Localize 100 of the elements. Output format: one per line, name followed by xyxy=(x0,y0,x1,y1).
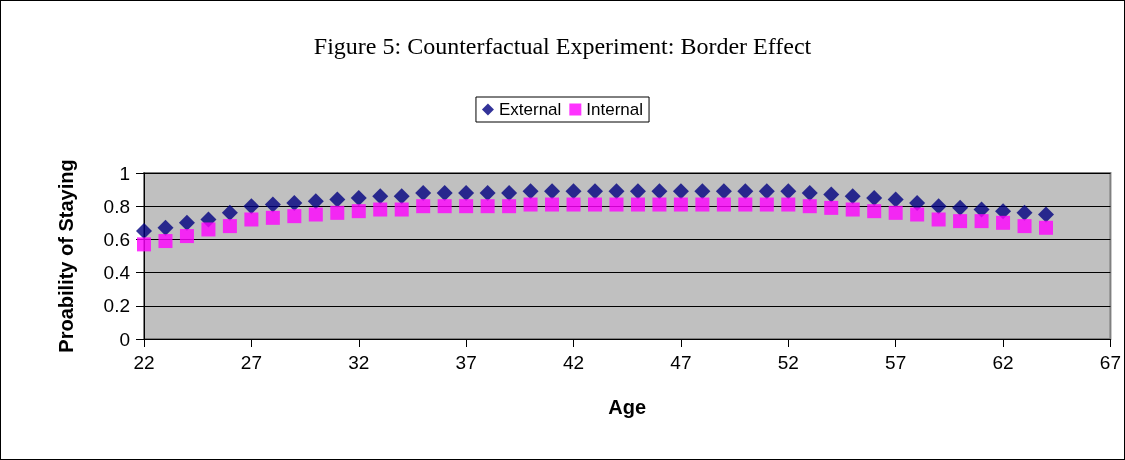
point xyxy=(715,183,732,200)
point xyxy=(565,183,582,200)
point xyxy=(716,197,731,212)
point xyxy=(866,189,883,206)
y-tick-label: 0 xyxy=(119,328,130,350)
point xyxy=(393,188,410,205)
point xyxy=(351,204,366,219)
point xyxy=(737,183,754,200)
legend-label: External xyxy=(498,100,562,119)
point xyxy=(738,197,753,212)
chart-title: Figure 5: Counterfactual Experiment: Border Effect xyxy=(313,33,812,59)
point xyxy=(996,215,1011,230)
y-tick-label: 1 xyxy=(119,162,130,184)
point xyxy=(544,183,561,200)
point xyxy=(587,183,603,200)
point xyxy=(502,199,517,214)
y-axis-title: Proability of Staying xyxy=(55,159,77,353)
point xyxy=(437,199,452,214)
x-tick-label: 32 xyxy=(348,352,370,373)
point xyxy=(609,197,624,212)
point xyxy=(1038,206,1054,223)
point xyxy=(264,196,281,213)
point xyxy=(243,198,260,215)
point xyxy=(330,205,345,220)
point xyxy=(287,209,302,224)
point xyxy=(244,212,259,227)
x-tick-label: 57 xyxy=(885,352,907,373)
point xyxy=(673,197,688,212)
point xyxy=(221,204,238,221)
y-tick-label: 0.4 xyxy=(103,262,131,284)
point xyxy=(953,214,968,229)
point xyxy=(1017,219,1032,234)
point xyxy=(201,222,216,237)
x-tick-label: 62 xyxy=(992,352,1014,373)
point xyxy=(416,199,431,214)
point xyxy=(823,186,840,203)
point xyxy=(588,197,602,212)
point xyxy=(781,197,796,212)
x-axis-title: Age xyxy=(608,396,647,418)
x-tick-label: 52 xyxy=(777,352,799,373)
point xyxy=(759,197,774,212)
point xyxy=(652,197,667,212)
point xyxy=(373,202,388,217)
point xyxy=(545,197,560,212)
point xyxy=(694,183,711,200)
point xyxy=(178,214,195,231)
point xyxy=(824,200,839,215)
point xyxy=(1016,204,1033,221)
x-tick-label: 22 xyxy=(133,352,155,373)
point xyxy=(458,184,475,201)
point xyxy=(802,199,817,214)
point xyxy=(394,202,409,217)
x-tick-label: 47 xyxy=(670,352,692,373)
point xyxy=(329,191,346,208)
point xyxy=(845,202,860,217)
legend-label: Internal xyxy=(586,100,644,119)
point xyxy=(930,198,947,215)
point xyxy=(222,219,237,234)
y-tick-label: 0.6 xyxy=(103,228,130,250)
point xyxy=(307,193,324,210)
point xyxy=(1039,220,1053,235)
point xyxy=(931,212,946,227)
point xyxy=(952,199,969,216)
x-tick-label: 27 xyxy=(240,352,262,373)
y-tick-label: 0.8 xyxy=(103,195,130,217)
point xyxy=(350,189,367,206)
point xyxy=(909,194,926,211)
point xyxy=(479,184,496,201)
point xyxy=(629,183,646,200)
point xyxy=(523,197,538,212)
point xyxy=(415,184,432,201)
point xyxy=(179,229,194,244)
point xyxy=(780,183,797,200)
x-tick-label: 42 xyxy=(562,352,585,373)
point xyxy=(286,194,303,211)
y-tick-label: 0.2 xyxy=(103,295,130,317)
point xyxy=(844,188,861,205)
point xyxy=(459,199,474,214)
point xyxy=(436,184,453,201)
point xyxy=(910,207,925,222)
point xyxy=(501,184,518,201)
point xyxy=(372,188,389,205)
point xyxy=(867,204,882,219)
point xyxy=(695,197,710,212)
point xyxy=(136,223,152,240)
point xyxy=(974,214,989,229)
point xyxy=(308,207,323,222)
point xyxy=(758,183,775,200)
point xyxy=(888,205,903,220)
point xyxy=(265,210,280,225)
point xyxy=(480,199,495,214)
point xyxy=(651,183,668,200)
point xyxy=(608,183,625,200)
x-tick-label: 67 xyxy=(1099,352,1121,373)
point xyxy=(630,197,645,212)
point xyxy=(566,197,581,212)
point xyxy=(672,183,689,200)
point xyxy=(522,183,539,200)
x-tick-label: 37 xyxy=(455,352,477,373)
point xyxy=(887,191,904,208)
